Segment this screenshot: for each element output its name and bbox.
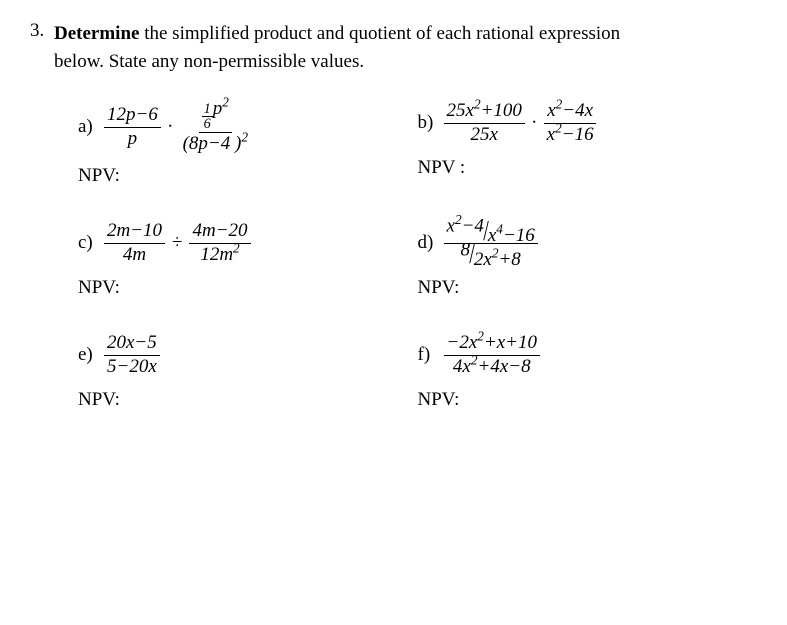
problem-d: d) x2−4 / x4−16 8	[418, 219, 758, 321]
question-verb: Determine	[54, 23, 139, 44]
question-rest1: the simplified product and quotient of e…	[139, 23, 620, 44]
question-header: 3. Determine the simplified product and …	[30, 20, 757, 75]
problem-b: b) 25x2+100 25x ∙ x2−4x x2−16 NPV :	[418, 99, 758, 201]
expr-f: −2x2+x+10 4x2+4x−8	[444, 333, 541, 378]
label-b: b)	[418, 112, 444, 134]
problem-c: c) 2m−10 4m ÷ 4m−20 12m2 NPV:	[78, 219, 418, 321]
problems-grid: a) 12p−6 p ∙ 16p2 (8p−4 )2	[78, 99, 757, 433]
question-text: Determine the simplified product and quo…	[54, 20, 620, 75]
npv-f: NPV:	[418, 389, 758, 411]
label-a: a)	[78, 116, 104, 138]
expr-c: 2m−10 4m ÷ 4m−20 12m2	[104, 221, 251, 266]
question-number: 3.	[30, 20, 54, 75]
npv-c: NPV:	[78, 277, 418, 299]
label-c: c)	[78, 232, 104, 254]
expr-e: 20x−5 5−20x	[104, 333, 160, 378]
label-f: f)	[418, 344, 444, 366]
label-d: d)	[418, 232, 444, 254]
expr-a: 12p−6 p ∙ 16p2 (8p−4 )2	[104, 99, 251, 155]
problem-e: e) 20x−5 5−20x NPV:	[78, 331, 418, 433]
label-e: e)	[78, 344, 104, 366]
expr-d: x2−4 / x4−16 8 / 2x2+8	[444, 221, 538, 266]
npv-d: NPV:	[418, 277, 758, 299]
npv-e: NPV:	[78, 389, 418, 411]
problem-f: f) −2x2+x+10 4x2+4x−8 NPV:	[418, 331, 758, 433]
expr-b: 25x2+100 25x ∙ x2−4x x2−16	[444, 101, 597, 146]
npv-b: NPV :	[418, 157, 758, 179]
problem-a: a) 12p−6 p ∙ 16p2 (8p−4 )2	[78, 99, 418, 209]
npv-a: NPV:	[78, 165, 418, 187]
question-rest2: below. State any non-permissible values.	[54, 51, 364, 72]
